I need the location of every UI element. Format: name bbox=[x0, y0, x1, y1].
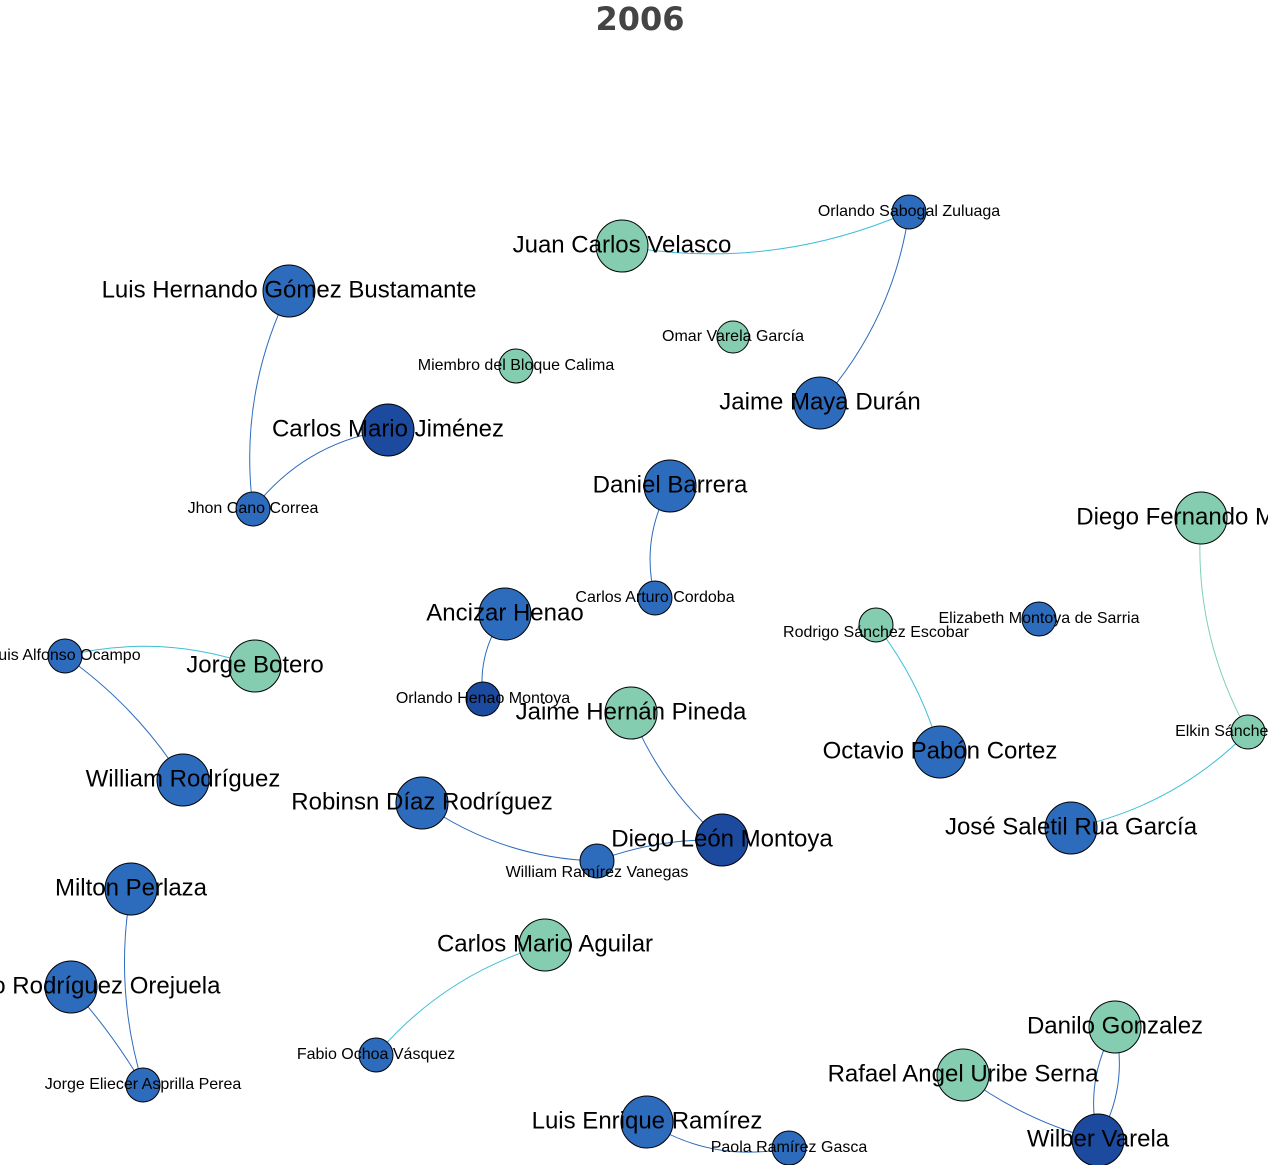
node-label: Jorge Botero bbox=[186, 651, 323, 678]
node bbox=[228, 639, 282, 693]
node-label: Elizabeth Montoya de Sarria bbox=[939, 610, 1140, 627]
node bbox=[47, 638, 83, 674]
node bbox=[1044, 801, 1098, 855]
node bbox=[1071, 1113, 1125, 1165]
node bbox=[716, 320, 750, 354]
node-label: Milton Perlaza bbox=[55, 874, 208, 901]
node-label: Omar Varela García bbox=[662, 328, 804, 345]
node bbox=[620, 1095, 674, 1149]
node-label: Robinsn Díaz Rodríguez bbox=[291, 788, 552, 815]
node bbox=[235, 491, 271, 527]
node-label: Diego Fernando Murillo bbox=[1076, 503, 1268, 530]
node bbox=[891, 194, 927, 230]
node bbox=[395, 776, 449, 830]
node-label: Carlos Arturo Cordoba bbox=[575, 589, 734, 606]
node bbox=[858, 607, 894, 643]
node bbox=[637, 580, 673, 616]
node-label: Orlando Henao Montoya bbox=[396, 690, 570, 707]
node-label: Daniel Barrera bbox=[593, 471, 748, 498]
node bbox=[1021, 601, 1057, 637]
node-label: Jaime Hernán Pineda bbox=[516, 698, 747, 725]
node-label: Carlos Mario Aguilar bbox=[437, 930, 653, 957]
node-label: Gilberto Rodríguez Orejuela bbox=[0, 972, 221, 999]
edge bbox=[819, 211, 910, 404]
diagram-title: 2006 bbox=[595, 0, 684, 38]
node-label: Luis Hernando Gómez Bustamante bbox=[102, 276, 477, 303]
node bbox=[695, 813, 749, 867]
edge bbox=[621, 211, 910, 255]
labels: Orlando Sabogal Zuluaga Juan Carlos Velas… bbox=[0, 203, 1268, 1156]
edge bbox=[375, 944, 546, 1056]
node bbox=[478, 587, 532, 641]
node-label: Diego León Montoya bbox=[611, 825, 833, 852]
node-label: Rafael Angel Uribe Serna bbox=[828, 1060, 1099, 1087]
node bbox=[1174, 491, 1228, 545]
node bbox=[262, 264, 316, 318]
node-label: Juan Carlos Velasco bbox=[513, 231, 732, 258]
node-label: Ancizar Henao bbox=[426, 599, 583, 626]
node bbox=[44, 960, 98, 1014]
edge bbox=[1199, 517, 1249, 733]
node bbox=[936, 1048, 990, 1102]
node-label: Jorge Eliecer Asprilla Perea bbox=[45, 1076, 242, 1093]
node bbox=[156, 753, 210, 807]
node bbox=[358, 1037, 394, 1073]
node-label: Rodrigo Sánchez Escobar bbox=[783, 624, 970, 641]
node bbox=[913, 725, 967, 779]
nodes bbox=[44, 194, 1266, 1165]
node bbox=[125, 1067, 161, 1103]
node bbox=[498, 348, 534, 384]
node bbox=[1230, 714, 1266, 750]
node-label: Paola Ramírez Gasca bbox=[711, 1139, 868, 1156]
node bbox=[1088, 1000, 1142, 1054]
node-label: Luis Enrique Ramírez bbox=[532, 1107, 763, 1134]
node-label: Luis Alfonso Ocampo bbox=[0, 647, 141, 664]
node bbox=[604, 686, 658, 740]
node-label: Jhon Cano Correa bbox=[188, 500, 319, 517]
node-label: Carlos Mario Jiménez bbox=[272, 415, 504, 442]
node bbox=[361, 403, 415, 457]
node-label: Octavio Pabón Cortez bbox=[823, 737, 1058, 764]
node bbox=[643, 459, 697, 513]
node-label: Elkin Sánchez Mena bbox=[1175, 723, 1268, 740]
node-label: Fabio Ochoa Vásquez bbox=[297, 1046, 455, 1063]
node bbox=[518, 918, 572, 972]
node bbox=[595, 219, 649, 273]
node-label: William Ramírez Vanegas bbox=[506, 864, 689, 881]
node-label: Jaime Maya Durán bbox=[719, 388, 920, 415]
node bbox=[771, 1130, 807, 1165]
node-label: José Saletil Rua García bbox=[945, 813, 1198, 840]
node-label: Miembro del Bloque Calima bbox=[418, 357, 615, 374]
node bbox=[104, 862, 158, 916]
node-label: Danilo Gonzalez bbox=[1027, 1012, 1203, 1039]
node-label: William Rodríguez bbox=[86, 765, 281, 792]
node bbox=[793, 376, 847, 430]
edge bbox=[249, 290, 290, 510]
node bbox=[579, 843, 615, 879]
node bbox=[465, 681, 501, 717]
node-label: Wilber Varela bbox=[1027, 1125, 1170, 1152]
node-label: Orlando Sabogal Zuluaga bbox=[818, 203, 1000, 220]
